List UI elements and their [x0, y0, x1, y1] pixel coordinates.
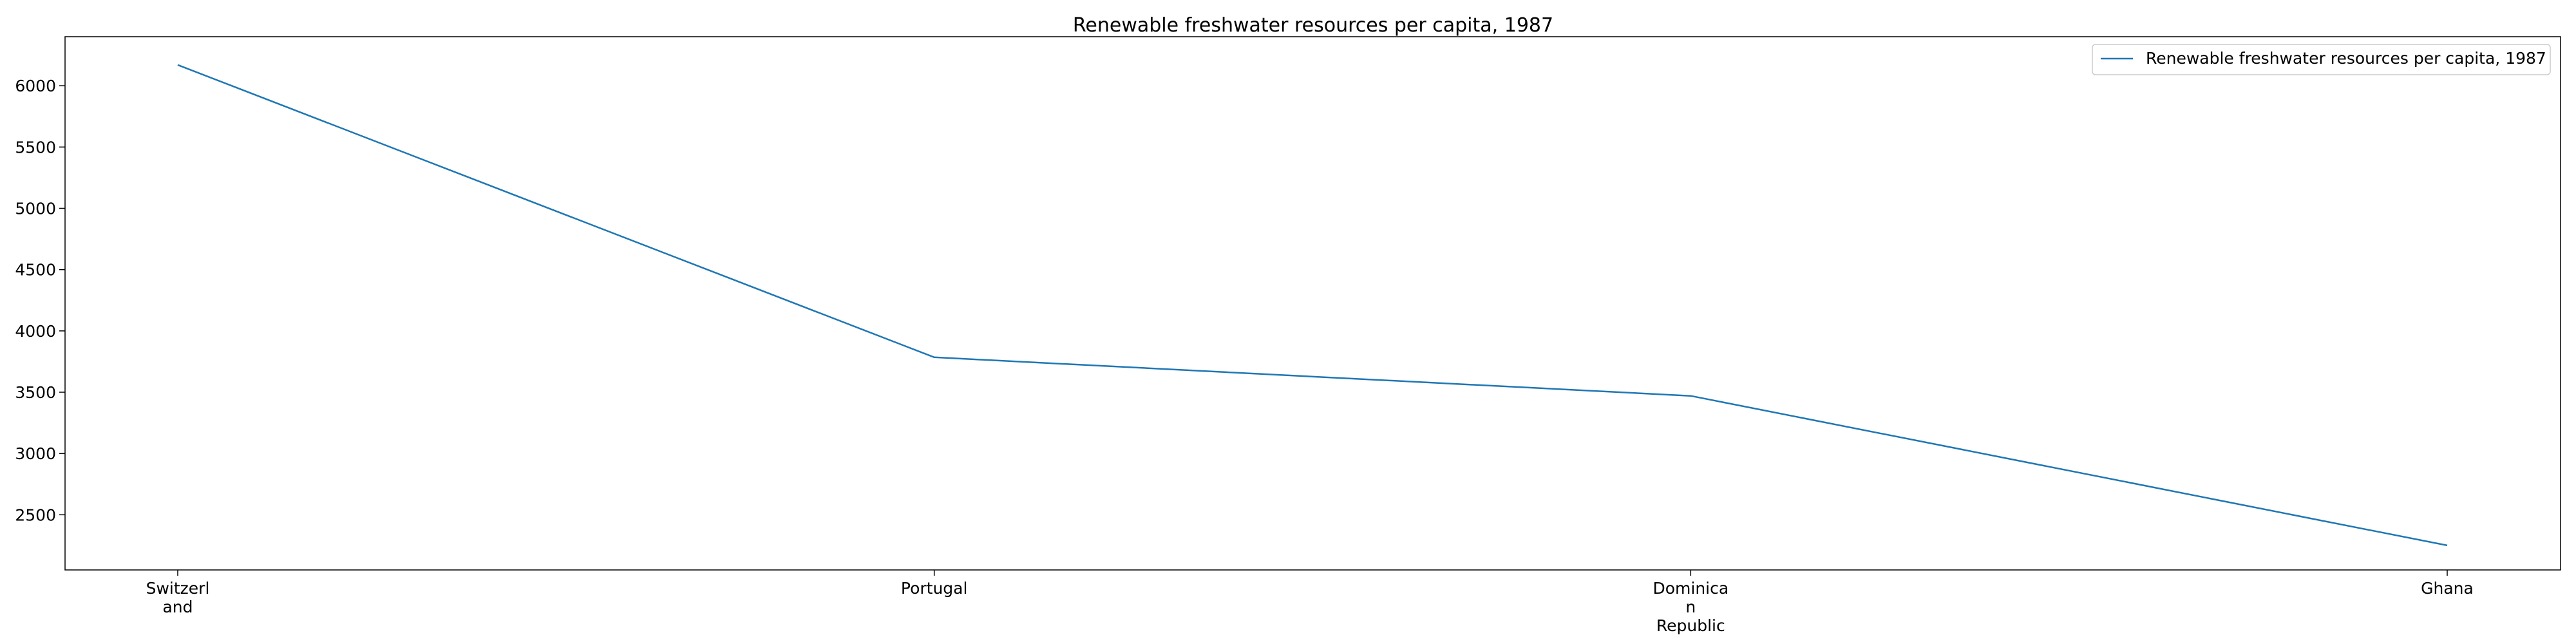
- chart-title: Renewable freshwater resources per capit…: [1073, 14, 1553, 37]
- y-tick-label: 3500: [15, 383, 56, 402]
- legend-box: [2092, 44, 2551, 75]
- x-tick-label: Portugal: [901, 579, 968, 598]
- legend: Renewable freshwater resources per capit…: [2092, 44, 2551, 75]
- x-tick-label: Ghana: [2421, 579, 2474, 598]
- series-layer: [177, 64, 2448, 547]
- y-tick-label: 5000: [15, 199, 56, 218]
- x-axis: Switzerl and Portugal Dominica n Republic Ghan…: [146, 570, 2474, 635]
- y-tick-label: 6000: [15, 77, 56, 95]
- y-tick-label: 4500: [15, 261, 56, 279]
- y-axis: 2500 3000 3500 4000 4500 5000 5500 6000: [15, 77, 65, 524]
- y-tick-label: 5500: [15, 138, 56, 156]
- series-line: [177, 64, 2448, 547]
- x-tick-label: Dominica n Republic: [1653, 579, 1728, 635]
- y-tick-label: 2500: [15, 506, 56, 524]
- legend-label: Renewable freshwater resources per capit…: [2146, 49, 2546, 68]
- y-tick-label: 4000: [15, 322, 56, 341]
- plot-area: [64, 36, 2561, 571]
- x-tick-label: Switzerl and: [146, 579, 210, 616]
- y-tick-label: 3000: [15, 444, 56, 463]
